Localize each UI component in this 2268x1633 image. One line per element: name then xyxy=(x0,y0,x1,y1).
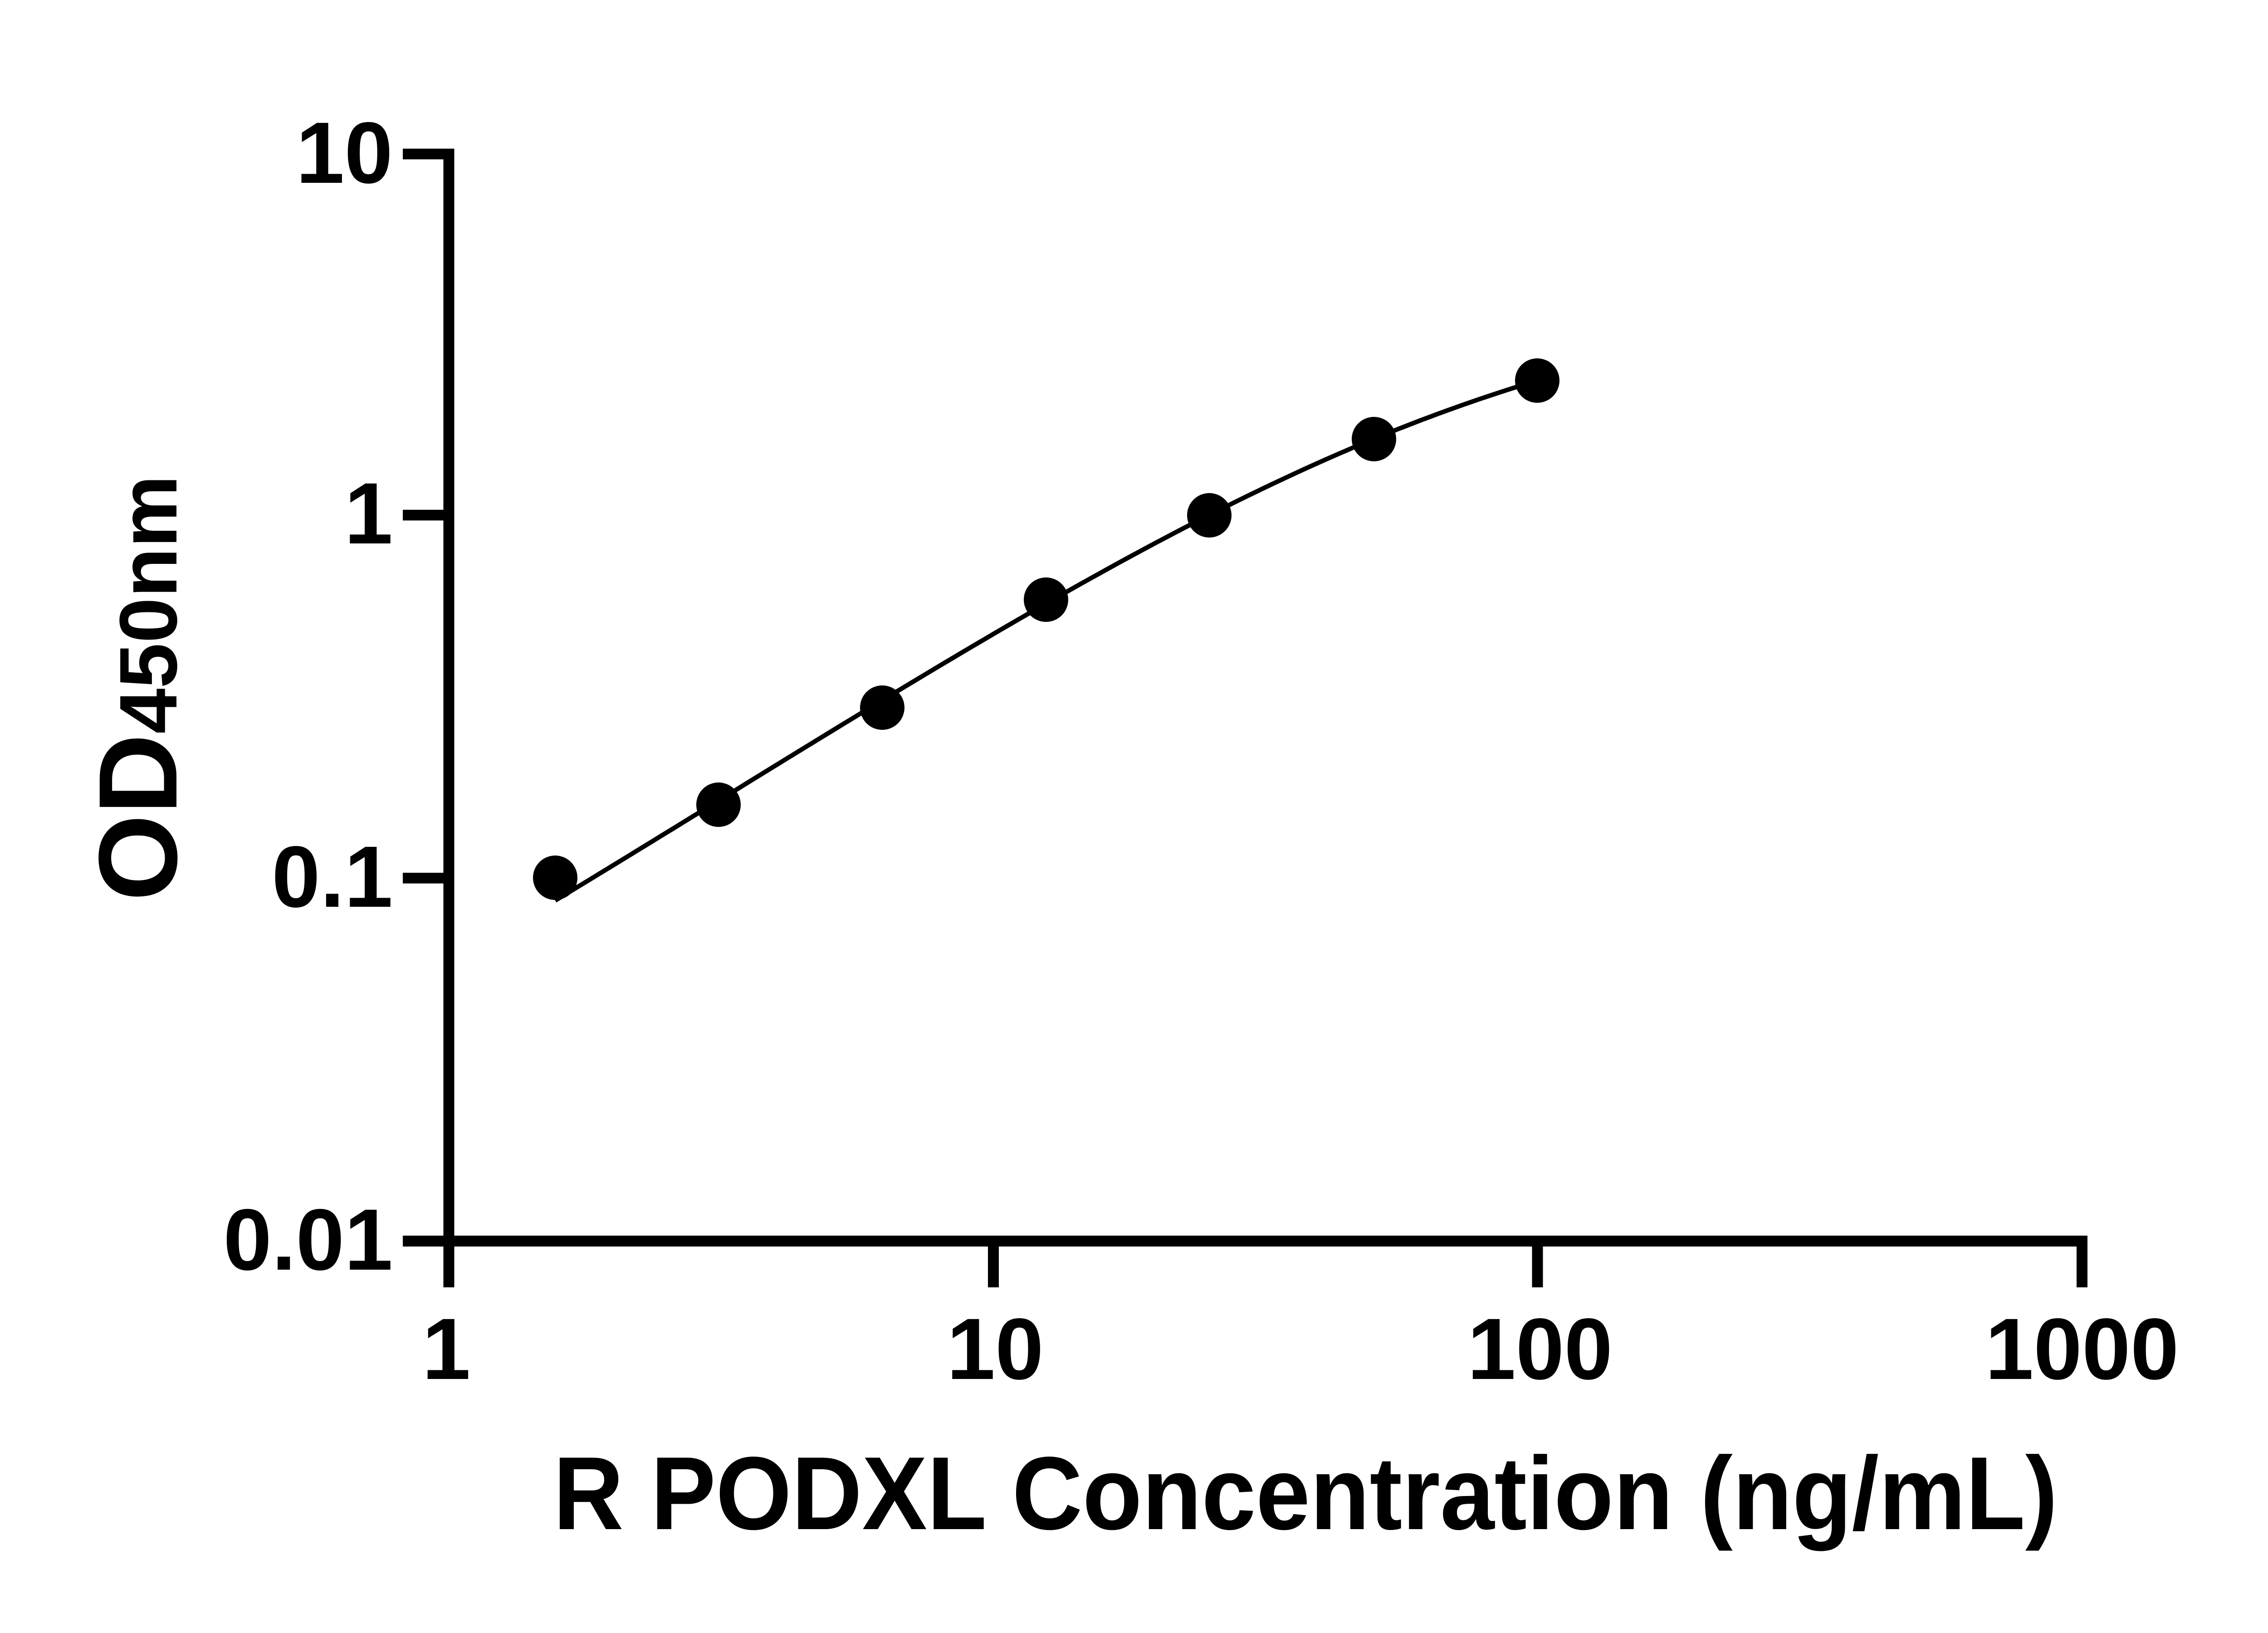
svg-text:OD450nm: OD450nm xyxy=(76,475,200,901)
svg-text:10: 10 xyxy=(296,104,393,201)
svg-text:10: 10 xyxy=(947,1300,1044,1398)
svg-text:1: 1 xyxy=(422,1300,471,1398)
svg-text:0.01: 0.01 xyxy=(223,1191,393,1288)
svg-text:R PODXL Concentration (ng/mL): R PODXL Concentration (ng/mL) xyxy=(553,1436,2058,1552)
svg-text:0.1: 0.1 xyxy=(272,828,393,925)
svg-text:1: 1 xyxy=(344,464,393,562)
svg-text:1000: 1000 xyxy=(1985,1300,2179,1398)
svg-text:100: 100 xyxy=(1467,1300,1613,1398)
